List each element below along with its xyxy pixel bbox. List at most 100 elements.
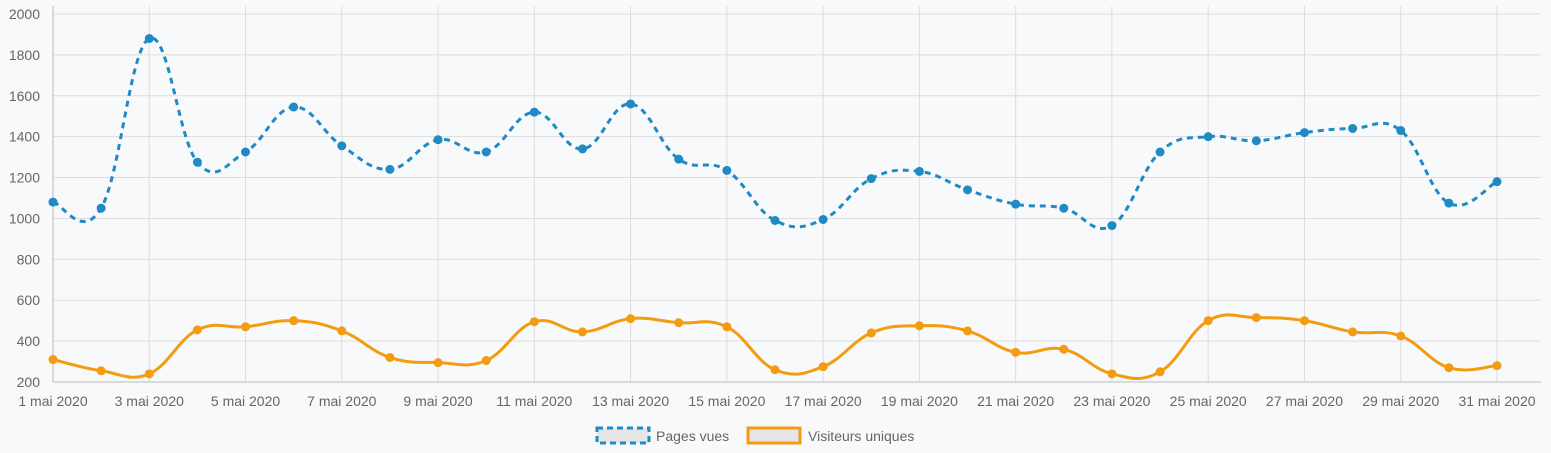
data-point-s1-2[interactable] — [96, 203, 106, 213]
data-point-s2-28[interactable] — [1348, 327, 1358, 337]
data-point-s1-17[interactable] — [818, 214, 828, 224]
y-tick-label: 1000 — [9, 210, 40, 226]
x-tick-label: 9 mai 2020 — [403, 393, 472, 409]
x-tick-label: 1 mai 2020 — [18, 393, 87, 409]
y-tick-label: 400 — [17, 333, 41, 349]
x-tick-label: 5 mai 2020 — [211, 393, 280, 409]
data-point-s1-7[interactable] — [337, 141, 347, 151]
data-point-s1-29[interactable] — [1396, 126, 1406, 136]
data-point-s1-8[interactable] — [385, 164, 395, 174]
data-point-s2-7[interactable] — [337, 326, 347, 336]
data-point-s2-19[interactable] — [914, 321, 924, 331]
data-point-s2-6[interactable] — [289, 316, 299, 326]
data-point-s2-27[interactable] — [1299, 316, 1309, 326]
data-point-s2-12[interactable] — [577, 327, 587, 337]
legend-swatch — [595, 426, 651, 445]
data-point-s1-1[interactable] — [48, 197, 58, 207]
data-point-s2-18[interactable] — [866, 328, 876, 338]
data-point-s2-30[interactable] — [1444, 363, 1454, 373]
data-point-s2-4[interactable] — [192, 325, 202, 335]
legend[interactable]: Pages vues Visiteurs uniques — [595, 426, 914, 445]
x-tick-label: 13 mai 2020 — [592, 393, 669, 409]
data-point-s2-16[interactable] — [770, 365, 780, 375]
x-tick-label: 23 mai 2020 — [1073, 393, 1150, 409]
data-point-s1-27[interactable] — [1299, 128, 1309, 138]
data-point-s1-21[interactable] — [1011, 199, 1021, 209]
data-point-s2-15[interactable] — [722, 322, 732, 332]
data-points — [48, 34, 1502, 379]
legend-label: Pages vues — [656, 428, 729, 444]
data-point-s1-18[interactable] — [866, 174, 876, 184]
x-tick-label: 31 mai 2020 — [1458, 393, 1535, 409]
data-point-s1-22[interactable] — [1059, 203, 1069, 213]
data-point-s1-31[interactable] — [1492, 177, 1502, 187]
grid-lines — [52, 6, 1541, 383]
data-point-s1-14[interactable] — [674, 154, 684, 164]
data-point-s2-31[interactable] — [1492, 361, 1502, 371]
y-tick-label: 1600 — [9, 88, 40, 104]
data-point-s2-21[interactable] — [1011, 347, 1021, 357]
x-tick-label: 11 mai 2020 — [496, 393, 572, 409]
data-point-s1-6[interactable] — [289, 102, 299, 112]
y-tick-label: 200 — [17, 374, 41, 390]
data-point-s1-13[interactable] — [626, 99, 636, 109]
series-lines — [52, 36, 1498, 380]
data-point-s1-16[interactable] — [770, 215, 780, 225]
x-tick-label: 15 mai 2020 — [688, 393, 765, 409]
x-tick-label: 17 mai 2020 — [785, 393, 862, 409]
data-point-s1-5[interactable] — [241, 147, 251, 157]
data-point-s1-9[interactable] — [433, 135, 443, 145]
y-tick-label: 1200 — [9, 170, 40, 186]
x-tick-label: 21 mai 2020 — [977, 393, 1054, 409]
axes — [52, 6, 1541, 383]
data-point-s2-24[interactable] — [1155, 367, 1165, 377]
legend-item-1[interactable]: Pages vues — [595, 426, 729, 445]
data-point-s1-4[interactable] — [192, 157, 202, 167]
data-point-s1-28[interactable] — [1348, 123, 1358, 133]
data-point-s1-20[interactable] — [963, 185, 973, 195]
legend-label: Visiteurs uniques — [808, 428, 914, 444]
data-point-s2-25[interactable] — [1203, 316, 1213, 326]
data-point-s2-11[interactable] — [529, 317, 539, 327]
data-point-s1-15[interactable] — [722, 165, 732, 175]
y-tick-label: 2000 — [9, 6, 40, 22]
data-point-s1-25[interactable] — [1203, 132, 1213, 142]
data-point-s1-3[interactable] — [144, 34, 154, 44]
legend-item-2[interactable]: Visiteurs uniques — [746, 426, 914, 445]
data-point-s1-30[interactable] — [1444, 198, 1454, 208]
x-tick-label: 25 mai 2020 — [1170, 393, 1247, 409]
data-point-s2-29[interactable] — [1396, 331, 1406, 341]
x-tick-label: 7 mai 2020 — [307, 393, 376, 409]
data-point-s2-26[interactable] — [1251, 313, 1261, 323]
y-tick-label: 1800 — [9, 47, 40, 63]
data-point-s2-1[interactable] — [48, 355, 58, 365]
y-tick-label: 800 — [17, 251, 41, 267]
data-point-s2-13[interactable] — [626, 314, 636, 324]
data-point-s2-14[interactable] — [674, 318, 684, 328]
data-point-s1-23[interactable] — [1107, 221, 1117, 231]
data-point-s2-2[interactable] — [96, 366, 106, 376]
x-tick-label: 19 mai 2020 — [881, 393, 958, 409]
data-point-s1-12[interactable] — [577, 144, 587, 154]
data-point-s2-9[interactable] — [433, 358, 443, 368]
legend-swatch — [746, 426, 802, 445]
data-point-s1-11[interactable] — [529, 107, 539, 117]
data-point-s2-17[interactable] — [818, 362, 828, 372]
data-point-s2-3[interactable] — [144, 369, 154, 379]
data-point-s2-10[interactable] — [481, 356, 491, 366]
data-point-s1-10[interactable] — [481, 147, 491, 157]
data-point-s2-8[interactable] — [385, 352, 395, 362]
data-point-s1-24[interactable] — [1155, 147, 1165, 157]
data-point-s1-26[interactable] — [1251, 136, 1261, 146]
data-point-s2-23[interactable] — [1107, 369, 1117, 379]
x-tick-label: 29 mai 2020 — [1362, 393, 1439, 409]
data-point-s1-19[interactable] — [914, 166, 924, 176]
x-tick-label: 3 mai 2020 — [115, 393, 184, 409]
data-point-s2-22[interactable] — [1059, 344, 1069, 354]
data-point-s2-5[interactable] — [241, 322, 251, 332]
y-tick-label: 1400 — [9, 129, 40, 145]
tick-labels: 200 400 600 800 1000 1200 1400 1600 1800 2000 1 ma… — [9, 6, 1536, 409]
series-line-1 — [52, 36, 1498, 230]
data-point-s2-20[interactable] — [963, 326, 973, 336]
